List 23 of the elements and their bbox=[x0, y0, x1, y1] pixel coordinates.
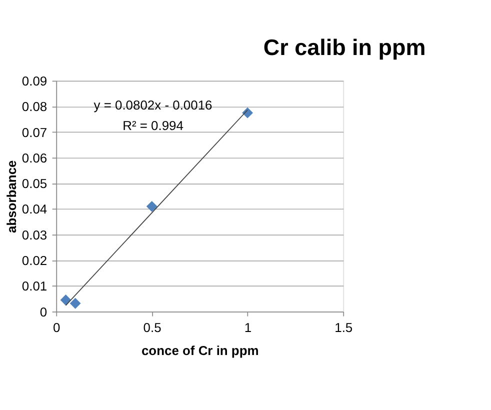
y-tick-label: 0.09 bbox=[22, 74, 48, 89]
x-axis-title: conce of Cr in ppm bbox=[141, 343, 259, 358]
y-tick-label: 0.05 bbox=[22, 176, 48, 192]
x-tick-label: 0 bbox=[53, 320, 60, 335]
annotation: R² = 0.994 bbox=[122, 118, 184, 134]
y-tick-label: 0.03 bbox=[22, 227, 48, 242]
y-tick-label: 0.08 bbox=[22, 99, 48, 114]
chart-title: Cr calib in ppm bbox=[263, 34, 426, 60]
point bbox=[242, 107, 253, 118]
annotation: y = 0.0802x - 0.0016 bbox=[94, 97, 212, 112]
y-tick-label: 0.01 bbox=[22, 278, 48, 294]
y-tick-label: 0.04 bbox=[22, 202, 48, 217]
y-tick-label: 0.06 bbox=[22, 150, 48, 166]
y-tick-label: 0.07 bbox=[22, 124, 48, 140]
x-tick-label: 1 bbox=[244, 320, 252, 335]
y-axis-title: absorbance bbox=[4, 160, 19, 233]
y-tick-label: 0.02 bbox=[22, 253, 48, 268]
x-tick-label: 0.5 bbox=[143, 320, 162, 335]
point bbox=[70, 298, 81, 309]
point bbox=[146, 200, 158, 212]
point bbox=[60, 294, 72, 306]
y-tick-label: 0 bbox=[40, 304, 48, 320]
x-tick-label: 1.5 bbox=[334, 320, 353, 335]
